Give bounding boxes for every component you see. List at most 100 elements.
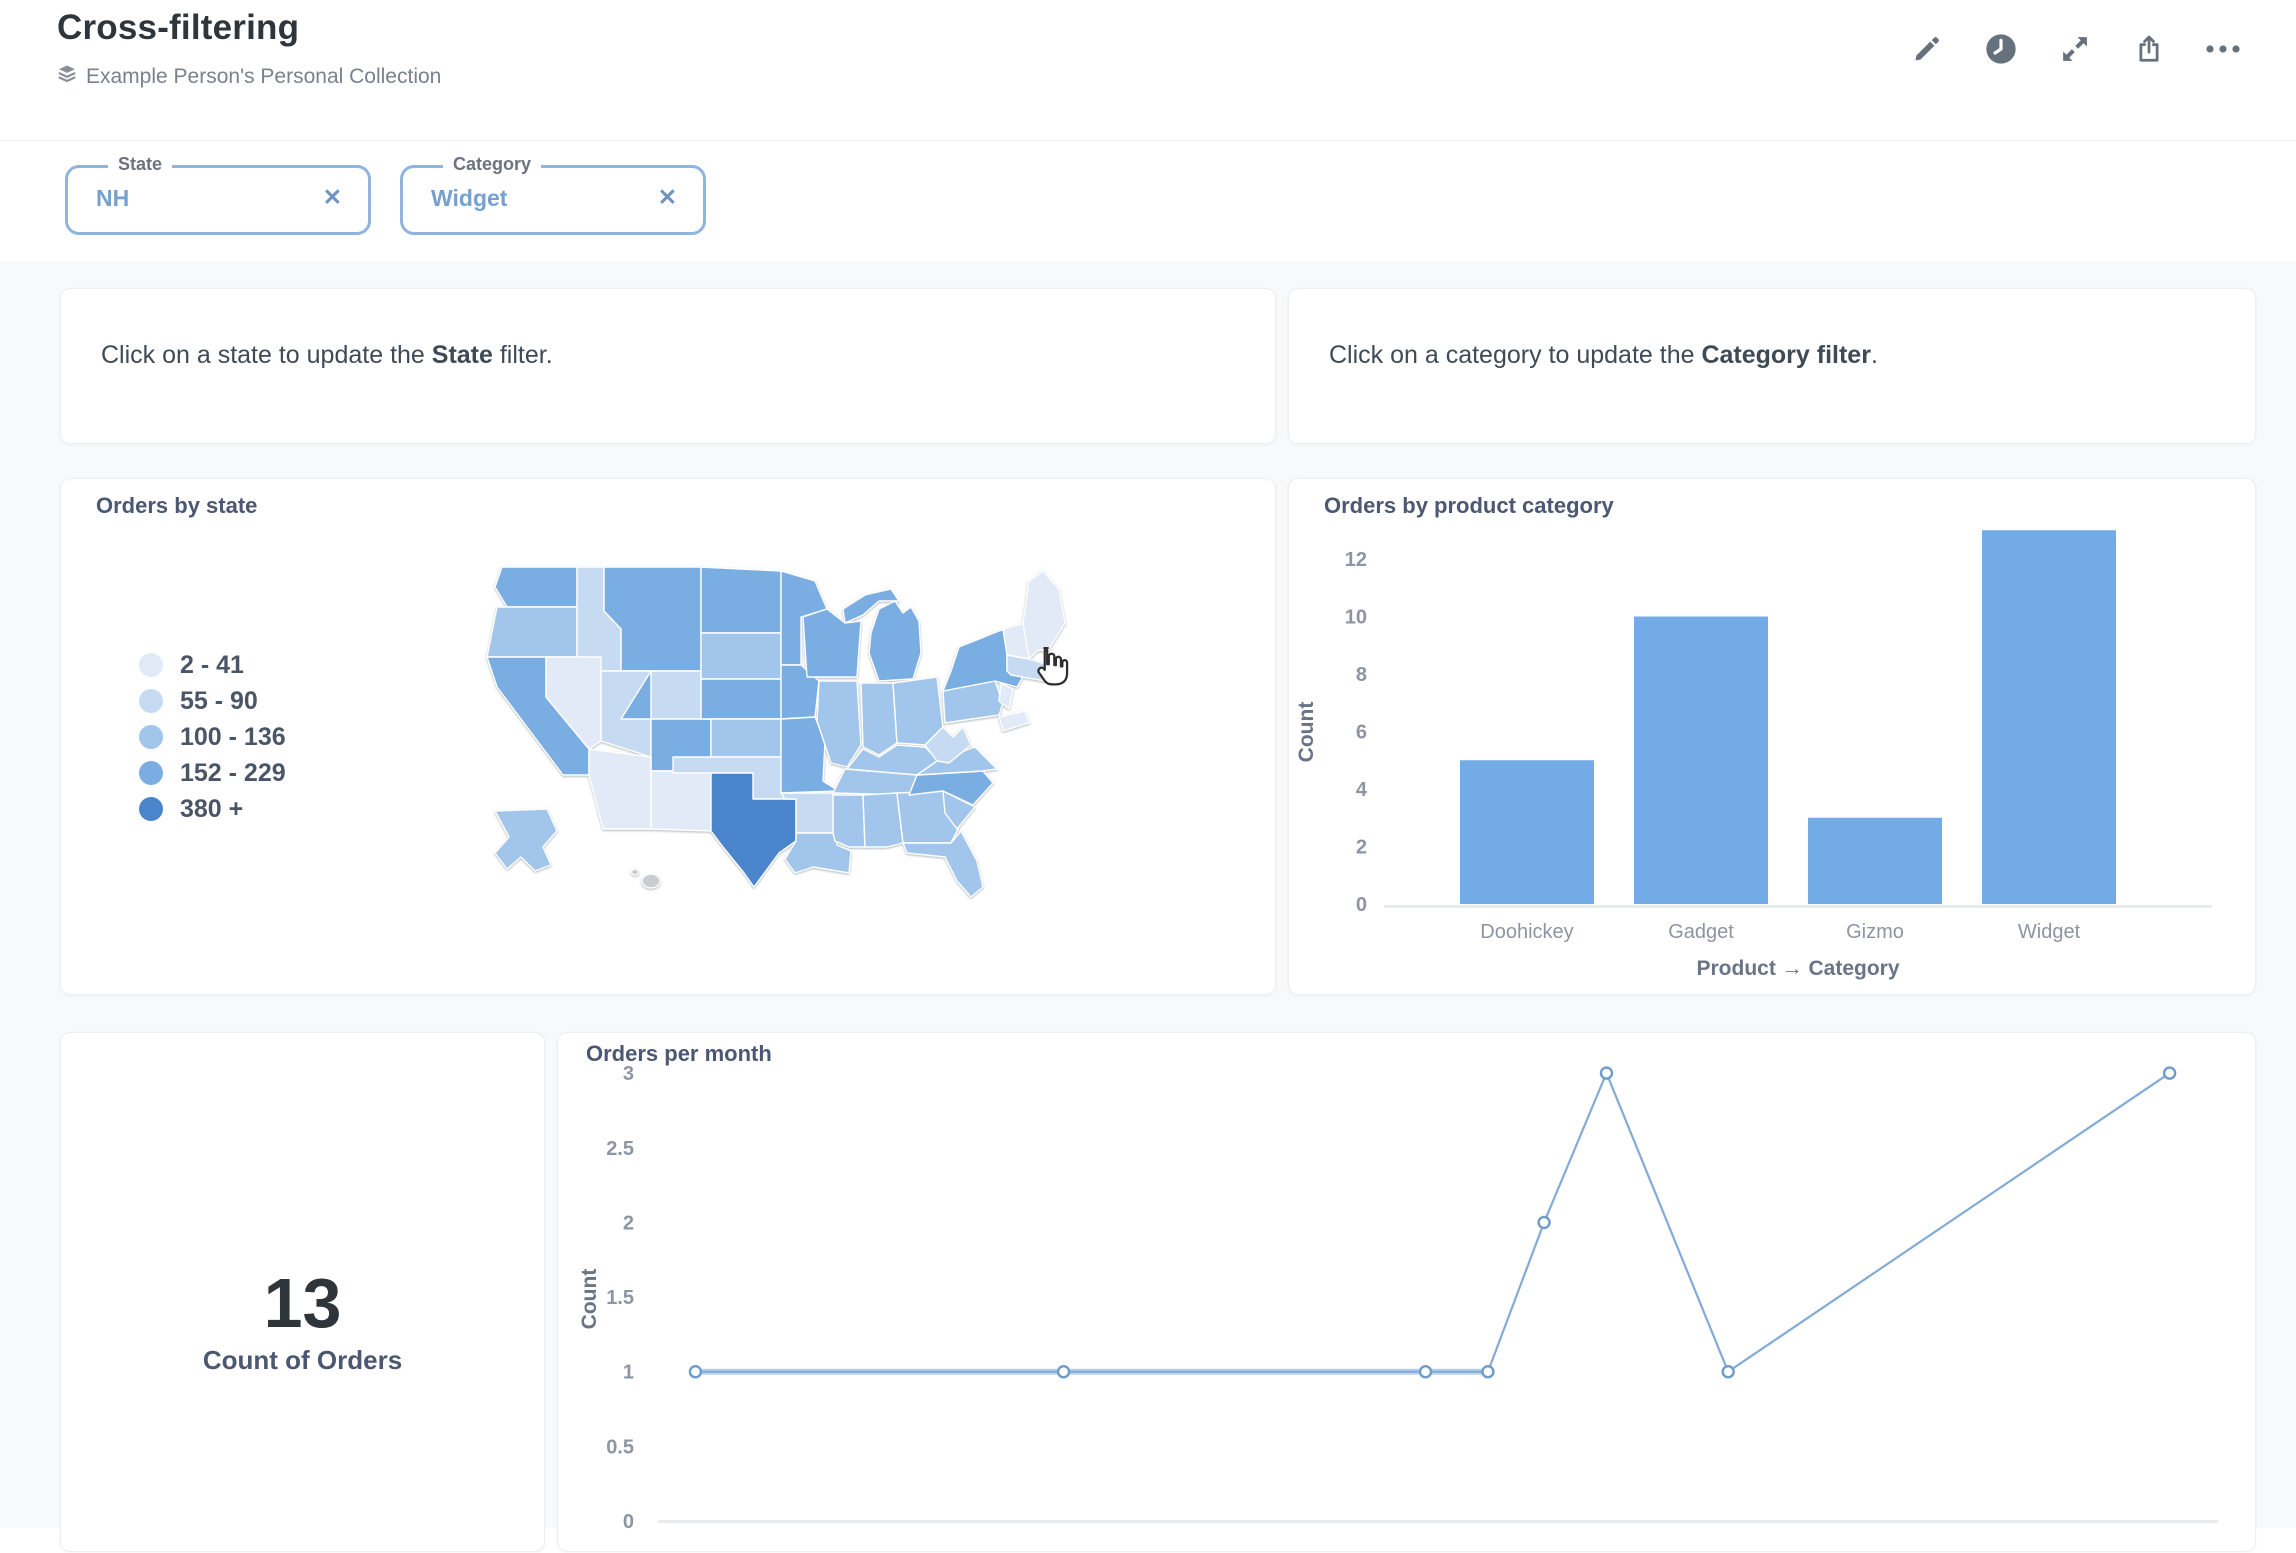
map-state[interactable]	[998, 682, 1014, 710]
card-orders-by-product-category: Orders by product category 0 2 4 6 8 10 12 Dooh…	[1288, 478, 2256, 995]
share-button[interactable]	[2126, 26, 2172, 72]
map-state[interactable]	[545, 656, 602, 750]
legend-item: 55 - 90	[139, 683, 286, 719]
collection-name: Example Person's Personal Collection	[86, 65, 442, 88]
legend-item: 2 - 41	[139, 647, 286, 683]
card-orders-per-month: Orders per month 0 0.5 1 1.5 2 2.5 3 Count	[557, 1032, 2256, 1552]
bar-doohickey[interactable]	[1460, 760, 1594, 904]
map-state-no-data[interactable]	[641, 873, 661, 889]
line-point[interactable]	[1721, 1365, 1735, 1379]
filter-bar: State NH ✕ Category Widget ✕	[0, 141, 2296, 261]
legend-label: 100 - 136	[180, 722, 286, 751]
legend-label: 2 - 41	[180, 650, 244, 679]
bar-xtick: Gizmo	[1846, 921, 1904, 943]
map-state[interactable]	[780, 664, 820, 720]
map-state[interactable]	[924, 726, 972, 764]
bar-gizmo[interactable]	[1808, 817, 1942, 904]
map-state[interactable]	[916, 746, 998, 776]
map-state-no-data[interactable]	[630, 868, 640, 876]
more-options-button[interactable]	[2200, 26, 2246, 72]
us-choropleth-map[interactable]	[451, 529, 1111, 959]
line-series	[695, 1071, 2171, 1373]
chart-title-orders-by-state: Orders by state	[96, 493, 258, 518]
x-axis-line	[1384, 905, 2212, 908]
legend-swatch	[139, 725, 163, 749]
map-state[interactable]	[486, 606, 578, 658]
filter-category-clear-icon[interactable]: ✕	[652, 183, 683, 212]
line-point[interactable]	[1056, 1365, 1071, 1379]
map-state[interactable]	[816, 680, 862, 768]
edit-dashboard-button[interactable]	[1904, 26, 1950, 72]
card-count-of-orders: 13 Count of Orders	[60, 1032, 545, 1552]
dashboard-header: Cross-filtering Example Person's Persona…	[0, 0, 2296, 141]
legend-item: 380 +	[139, 791, 286, 827]
page-title: Cross-filtering	[57, 8, 300, 47]
line-point[interactable]	[1599, 1066, 1614, 1080]
pencil-icon	[1912, 34, 1942, 64]
map-legend: 2 - 41 55 - 90 100 - 136 152 - 229 380 +	[139, 647, 286, 827]
filter-category[interactable]: Category Widget ✕	[400, 154, 706, 235]
bar-ytick: 12	[1345, 549, 1367, 571]
line-point[interactable]	[1418, 1365, 1433, 1379]
map-state[interactable]	[862, 792, 904, 848]
bar-gadget[interactable]	[1634, 616, 1768, 905]
map-state[interactable]	[494, 566, 578, 608]
bar-ytick: 4	[1356, 779, 1368, 801]
map-state[interactable]	[868, 600, 922, 682]
filter-state-value[interactable]: NH	[96, 185, 130, 211]
line-ytick: 1	[623, 1362, 634, 1384]
collection-stack-icon	[57, 64, 77, 90]
auto-refresh-button[interactable]	[1978, 26, 2024, 72]
map-state[interactable]	[710, 718, 782, 758]
text-card-state-hint: Click on a state to update the State fil…	[60, 288, 1276, 444]
legend-swatch	[139, 761, 163, 785]
map-state[interactable]	[860, 682, 898, 756]
map-state[interactable]	[710, 772, 797, 888]
map-state[interactable]	[998, 710, 1030, 732]
bar-chart[interactable]: 0 2 4 6 8 10 12 Doohickey Gadget Gizmo Widget Count…	[1289, 479, 2257, 994]
legend-item: 152 - 229	[139, 755, 286, 791]
bar-ytick: 10	[1345, 607, 1367, 629]
breadcrumb[interactable]: Example Person's Personal Collection	[57, 64, 441, 90]
header-actions	[1904, 26, 2246, 72]
chart-title-orders-per-month: Orders per month	[586, 1041, 772, 1066]
line-point[interactable]	[688, 1365, 703, 1379]
x-axis-line	[658, 1520, 2218, 1523]
map-state[interactable]	[494, 808, 558, 872]
map-state[interactable]	[842, 588, 900, 624]
filter-category-label: Category	[443, 154, 542, 175]
filter-category-value[interactable]: Widget	[431, 185, 508, 211]
y-axis-title: Count	[1295, 702, 1318, 763]
map-state[interactable]	[700, 678, 782, 720]
line-point[interactable]	[2162, 1066, 2177, 1080]
map-state[interactable]	[832, 794, 866, 848]
text-card-category-hint: Click on a category to update the Catego…	[1288, 288, 2256, 444]
legend-label: 380 +	[180, 794, 244, 823]
bar-widget[interactable]	[1982, 530, 2116, 904]
legend-label: 55 - 90	[180, 686, 258, 715]
bar-ytick: 6	[1356, 722, 1367, 744]
scalar-value: 13	[263, 1264, 342, 1342]
map-state[interactable]	[1022, 570, 1066, 660]
y-axis-title: Count	[578, 1269, 601, 1330]
filter-state[interactable]: State NH ✕	[65, 154, 371, 235]
filter-state-clear-icon[interactable]: ✕	[317, 183, 348, 212]
line-chart[interactable]: 0 0.5 1 1.5 2 2.5 3 Count	[558, 1033, 2257, 1553]
line-ytick: 0.5	[606, 1436, 634, 1458]
map-state[interactable]	[650, 770, 712, 832]
fullscreen-button[interactable]	[2052, 26, 2098, 72]
legend-swatch	[139, 689, 163, 713]
line-point[interactable]	[1537, 1215, 1551, 1230]
bar-xtick: Widget	[2018, 921, 2081, 943]
card-orders-by-state: Orders by state 2 - 41 55 - 90 100 - 136 15…	[60, 478, 1276, 995]
map-state[interactable]	[700, 632, 782, 680]
chart-title-orders-by-category: Orders by product category	[1324, 493, 1614, 518]
line-point[interactable]	[1481, 1365, 1495, 1379]
map-state[interactable]	[902, 830, 984, 898]
map-state[interactable]	[802, 608, 862, 678]
map-state[interactable]	[700, 566, 782, 634]
bar-xtick: Gadget	[1668, 921, 1734, 943]
line-ytick: 2	[623, 1212, 634, 1234]
map-state[interactable]	[588, 748, 652, 830]
bar-ytick: 2	[1356, 837, 1367, 859]
